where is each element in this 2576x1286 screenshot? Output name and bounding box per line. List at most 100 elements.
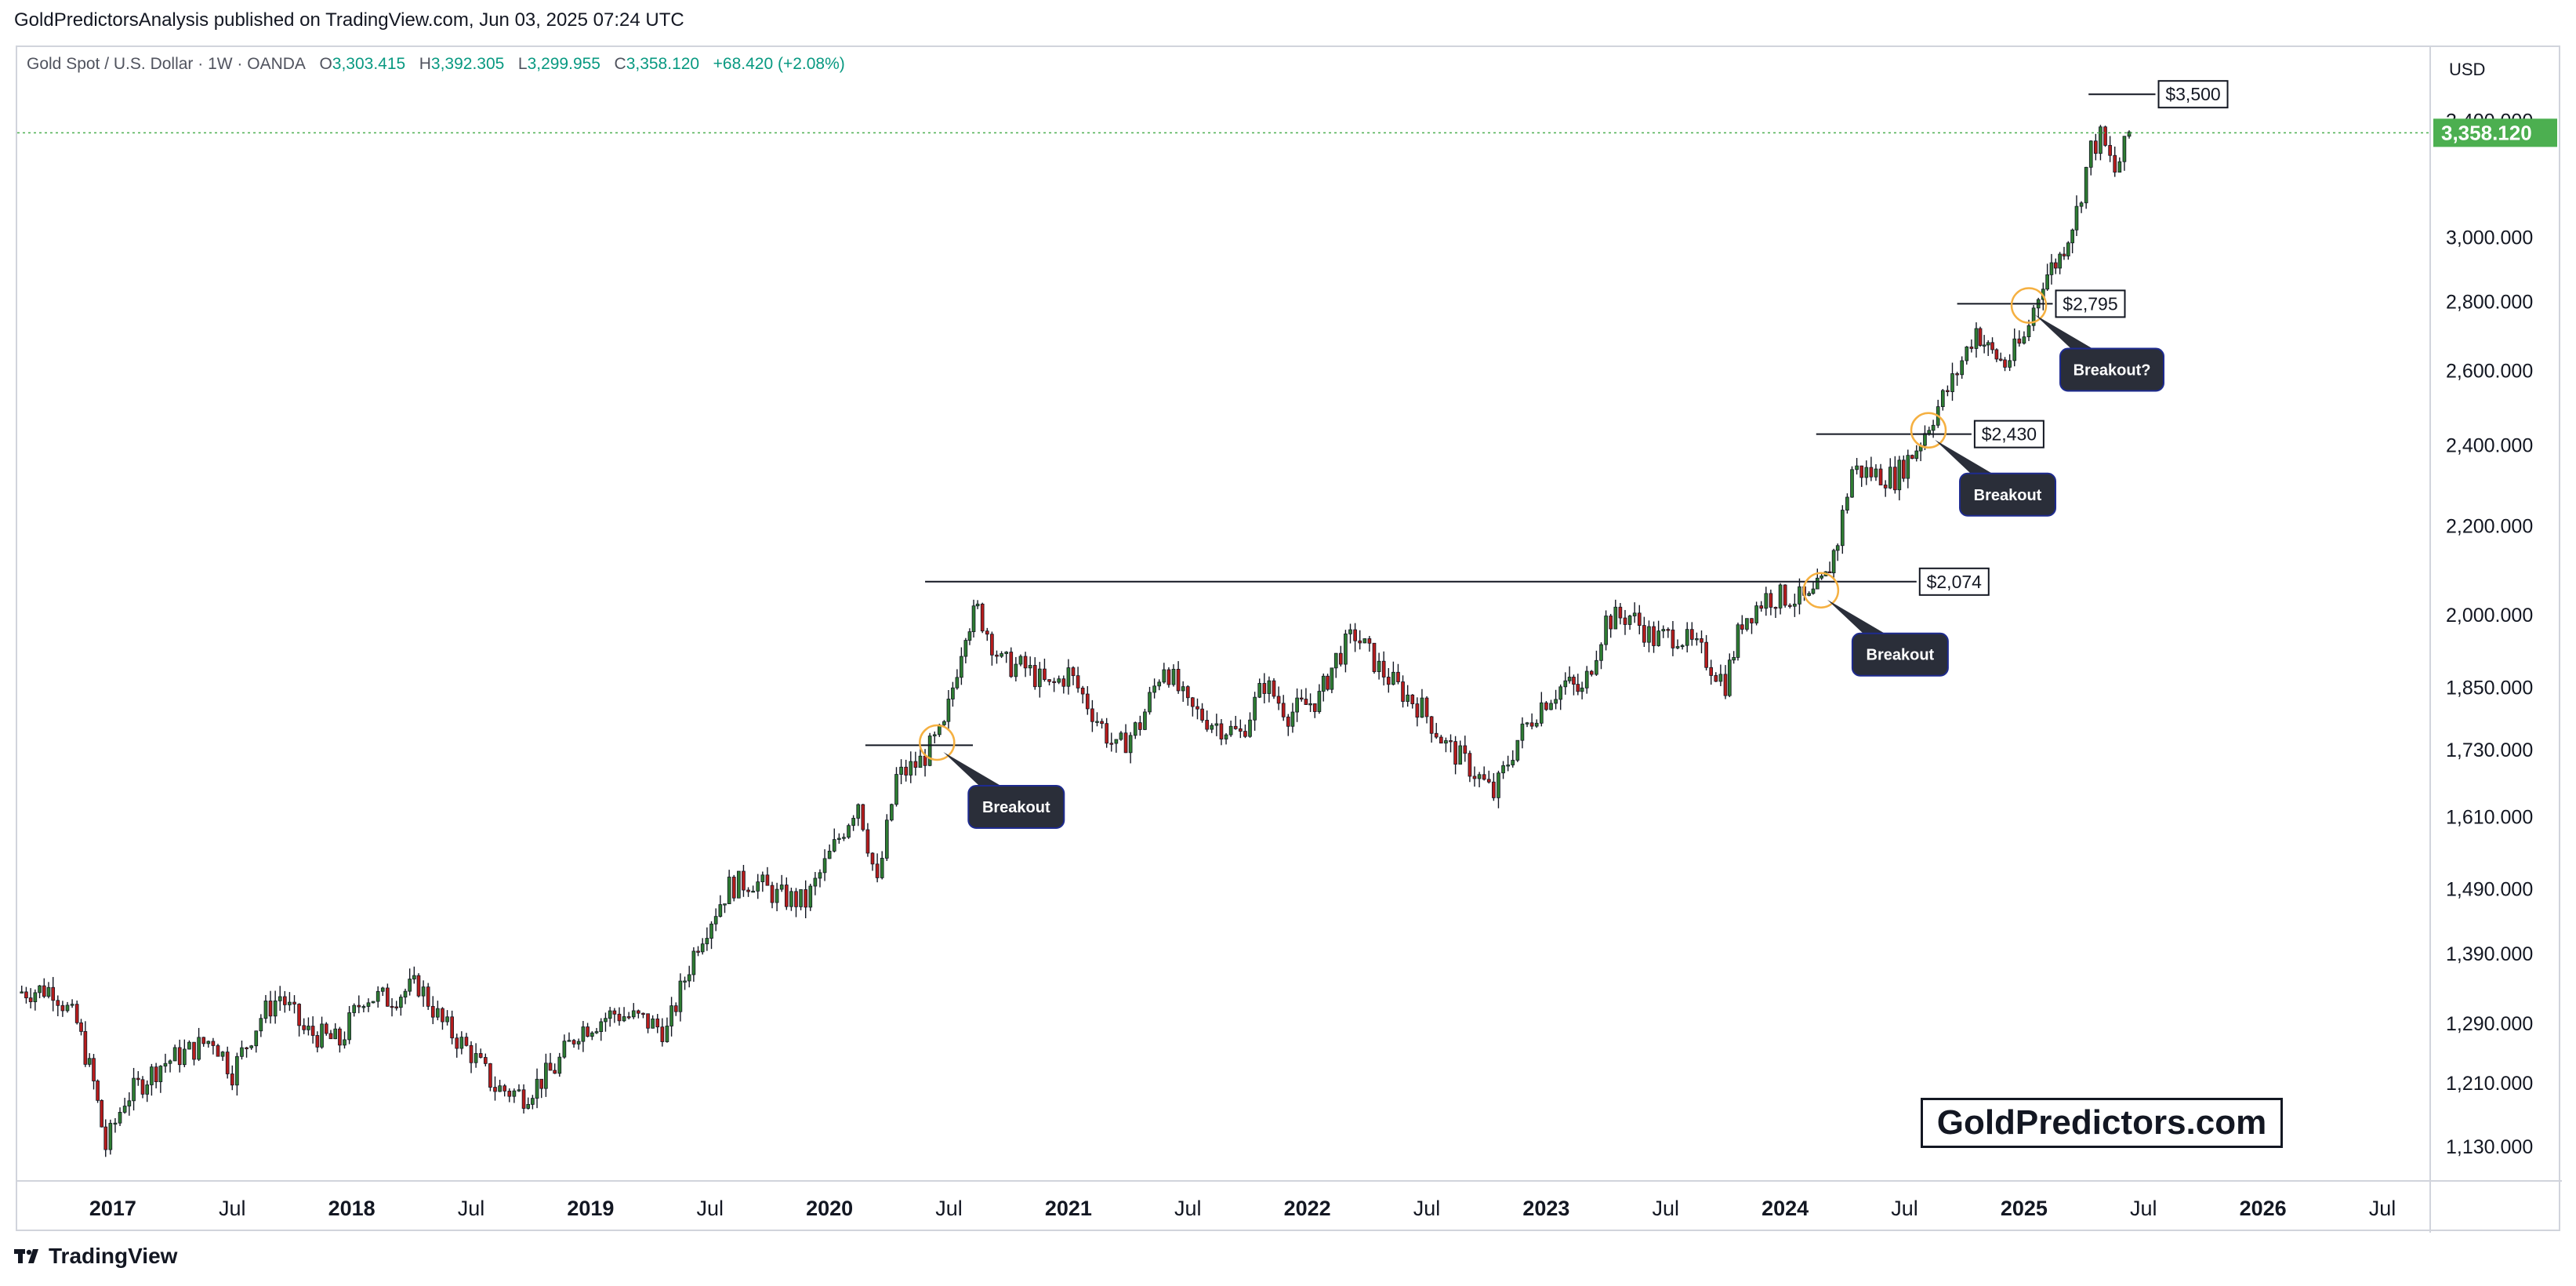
candle-up bbox=[2127, 131, 2132, 137]
candle-down bbox=[56, 1000, 60, 1006]
candle-up bbox=[1171, 669, 1176, 685]
candle-up bbox=[960, 656, 963, 678]
candle-down bbox=[1100, 721, 1104, 725]
candle-up bbox=[2070, 229, 2074, 244]
breakout-circle bbox=[1910, 412, 1947, 449]
candle-up bbox=[576, 1041, 581, 1044]
candle-down bbox=[2003, 359, 2007, 368]
candle-up bbox=[1855, 465, 1859, 470]
candle-up bbox=[1820, 576, 1823, 579]
candle-down bbox=[731, 877, 736, 899]
price-chart[interactable]: USD 3,000.000 2,800.000 2,600.000 2,400.000 2… bbox=[17, 47, 2562, 1233]
level-price-box bbox=[2157, 80, 2229, 109]
candle-down bbox=[1704, 641, 1708, 668]
candle-up bbox=[87, 1058, 92, 1065]
candle-up bbox=[1718, 674, 1723, 682]
chart-frame[interactable]: USD 3,000.000 2,800.000 2,600.000 2,400.000 2… bbox=[16, 45, 2562, 1233]
breakout-circle bbox=[1802, 572, 1840, 608]
candle-up bbox=[122, 1106, 127, 1113]
candle-up bbox=[1685, 629, 1689, 646]
candle-down bbox=[96, 1081, 100, 1101]
candle-up bbox=[1295, 697, 1299, 713]
x-tick-year-label: 2026 bbox=[2240, 1197, 2287, 1220]
candle-down bbox=[1304, 699, 1308, 705]
candle-up bbox=[127, 1100, 132, 1106]
candle-up bbox=[1444, 740, 1448, 744]
candle-down bbox=[870, 852, 875, 865]
candle-up bbox=[1333, 652, 1338, 669]
candle-down bbox=[2113, 154, 2117, 173]
candle-down bbox=[1326, 675, 1330, 690]
breakout-callout bbox=[967, 784, 1065, 829]
candle-down bbox=[225, 1052, 230, 1074]
candle-up bbox=[822, 858, 827, 874]
candle-down bbox=[655, 1018, 660, 1028]
candle-down bbox=[548, 1063, 553, 1071]
candle-down bbox=[1085, 693, 1090, 710]
candle-up bbox=[1960, 360, 1965, 376]
y-tick-label: 1,130.000 bbox=[2446, 1136, 2533, 1158]
candle-down bbox=[1434, 732, 1439, 738]
candle-up bbox=[1811, 588, 1816, 594]
candle-up bbox=[320, 1023, 324, 1048]
candle-down bbox=[1994, 349, 1999, 360]
candle-up bbox=[1267, 680, 1272, 694]
candle-up bbox=[2045, 274, 2049, 290]
candle-up bbox=[1680, 645, 1685, 648]
candle-up bbox=[1656, 630, 1660, 646]
candle-down bbox=[60, 1004, 65, 1012]
candle-up bbox=[182, 1048, 187, 1066]
candle-up bbox=[343, 1039, 346, 1046]
candle-down bbox=[493, 1087, 497, 1092]
candle-up bbox=[263, 1001, 268, 1019]
candle-down bbox=[673, 1005, 678, 1012]
candle-up bbox=[526, 1104, 531, 1109]
tradingview-footer[interactable]: TradingView bbox=[14, 1244, 177, 1269]
candle-down bbox=[1576, 684, 1580, 692]
candle-up bbox=[33, 992, 38, 1002]
candle-up bbox=[975, 603, 980, 607]
y-tick-label: 1,390.000 bbox=[2446, 943, 2533, 965]
candle-up bbox=[1580, 687, 1584, 692]
x-tick-year-label: 2019 bbox=[567, 1197, 614, 1220]
candle-down bbox=[292, 1001, 296, 1004]
candle-up bbox=[399, 997, 403, 1008]
candle-up bbox=[1732, 657, 1736, 661]
candle-down bbox=[28, 997, 33, 1002]
candle-up bbox=[1253, 696, 1257, 721]
candle-up bbox=[779, 885, 784, 890]
candle-up bbox=[20, 991, 24, 994]
candle-down bbox=[268, 1001, 273, 1017]
candle-down bbox=[1969, 346, 1974, 349]
candle-down bbox=[765, 874, 770, 886]
candle-up bbox=[1627, 616, 1632, 625]
candle-up bbox=[2008, 360, 2012, 368]
candle-up bbox=[1632, 612, 1637, 616]
candle-up bbox=[1128, 735, 1133, 754]
candle-up bbox=[665, 1026, 669, 1042]
candle-up bbox=[1525, 722, 1529, 725]
candle-up bbox=[1377, 660, 1381, 673]
level-price-label: $2,795 bbox=[2063, 293, 2117, 314]
candle-down bbox=[904, 766, 909, 776]
candle-down bbox=[469, 1044, 473, 1063]
candle-down bbox=[571, 1040, 576, 1044]
candle-up bbox=[927, 736, 932, 766]
candle-up bbox=[235, 1055, 239, 1086]
candle-up bbox=[259, 1018, 263, 1032]
x-tick-year-label: 2018 bbox=[328, 1197, 376, 1220]
y-tick-label: 1,610.000 bbox=[2446, 807, 2533, 829]
callout-pointer bbox=[2035, 314, 2099, 352]
candle-up bbox=[459, 1037, 464, 1049]
candle-down bbox=[1883, 485, 1888, 489]
candle-down bbox=[100, 1099, 104, 1128]
candle-down bbox=[1998, 358, 2003, 361]
candle-up bbox=[1745, 618, 1749, 630]
candle-up bbox=[1038, 668, 1042, 688]
y-tick-label: 1,490.000 bbox=[2446, 879, 2533, 901]
candle-up bbox=[158, 1066, 163, 1082]
candle-up bbox=[832, 839, 836, 852]
candle-up bbox=[168, 1060, 172, 1064]
candle-up bbox=[631, 1010, 636, 1018]
low-value: 3,299.955 bbox=[527, 55, 600, 73]
